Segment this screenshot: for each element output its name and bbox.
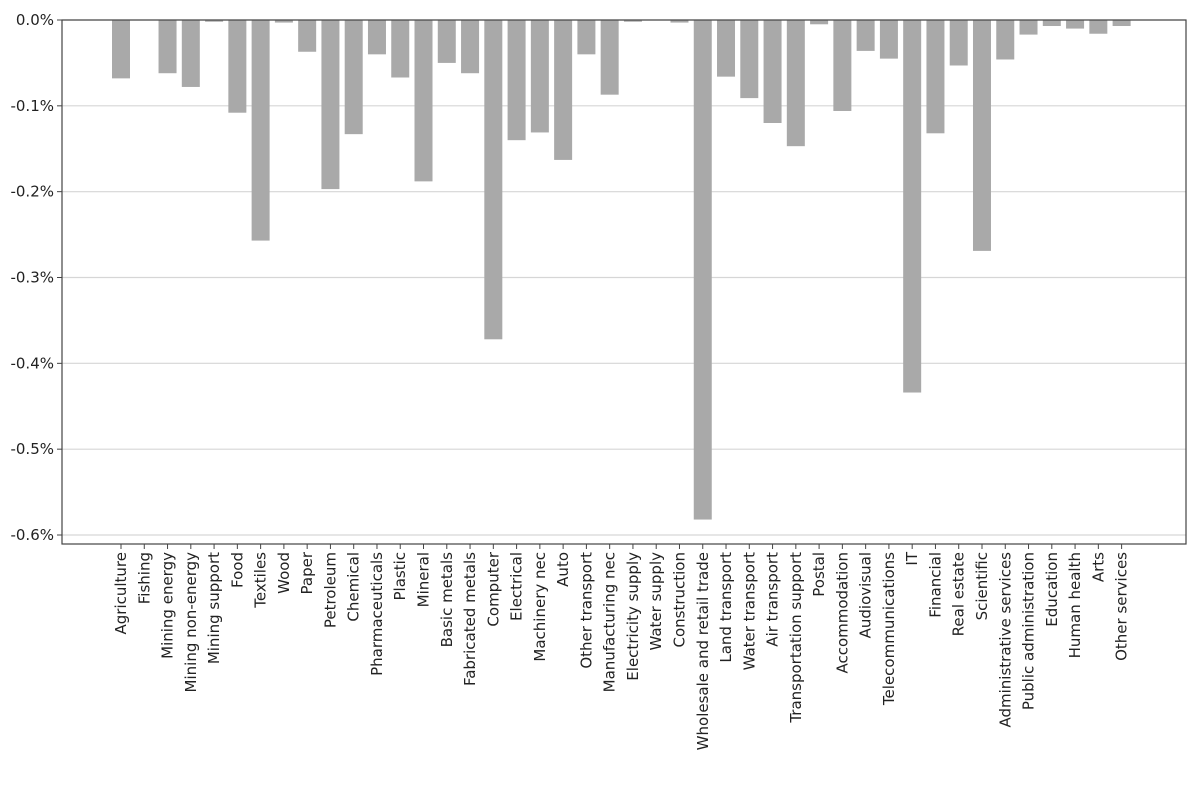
x-tick-label: Administrative services — [996, 552, 1014, 728]
bar — [437, 20, 456, 63]
bar — [740, 20, 759, 99]
bar — [717, 20, 736, 77]
bar — [181, 20, 200, 87]
x-tick-label: Water supply — [647, 552, 665, 651]
x-tick-label: Financial — [926, 552, 944, 618]
y-tick-label: -0.5% — [10, 440, 54, 458]
bar — [1112, 20, 1131, 27]
x-tick-label: Electricity supply — [624, 552, 642, 681]
x-tick-label: Public administration — [1020, 552, 1038, 710]
bar — [577, 20, 596, 55]
bar — [251, 20, 270, 241]
x-tick-label: Mining non-energy — [182, 552, 200, 693]
x-tick-label: Construction — [670, 552, 688, 648]
bar — [903, 20, 922, 393]
bar — [158, 20, 177, 74]
x-tick-label: Auto — [554, 552, 572, 587]
bar — [507, 20, 526, 141]
x-tick-label: Land transport — [717, 552, 735, 663]
x-tick-label: Mining support — [205, 552, 223, 664]
bar — [414, 20, 433, 182]
plot-frame — [61, 19, 1187, 545]
x-tick-label: Fabricated metals — [461, 552, 479, 686]
bar — [856, 20, 875, 51]
x-tick-label: Textiles — [252, 552, 270, 609]
bar — [810, 20, 829, 25]
bar — [1089, 20, 1108, 34]
x-tick-label: Machinery nec — [531, 552, 549, 662]
bar — [833, 20, 852, 111]
bar — [344, 20, 363, 135]
bar — [763, 20, 782, 123]
x-tick-label: Chemical — [345, 552, 363, 622]
x-tick-label: Computer — [484, 551, 502, 626]
bar — [112, 20, 130, 79]
x-tick-label: Wood — [275, 552, 293, 594]
bar — [530, 20, 549, 133]
x-tick-label: Arts — [1089, 552, 1107, 582]
bar — [693, 20, 712, 520]
y-tick-label: -0.2% — [10, 183, 54, 201]
bar — [554, 20, 573, 160]
bar — [623, 20, 642, 22]
x-tick-label: Education — [1043, 552, 1061, 627]
x-tick-label: Plastic — [391, 552, 409, 601]
x-tick-label: Petroleum — [321, 552, 339, 628]
x-tick-label: Other services — [1113, 552, 1131, 661]
x-tick-label: Paper — [298, 551, 316, 594]
x-tick-label: Agriculture — [112, 552, 130, 635]
bar — [274, 20, 293, 23]
y-tick-label: -0.3% — [10, 269, 54, 287]
x-tick-label: IT — [903, 551, 921, 565]
bar — [879, 20, 898, 59]
bar — [461, 20, 480, 74]
bar — [1042, 20, 1061, 27]
x-tick-label: Postal — [810, 552, 828, 597]
x-tick-label: Fishing — [135, 552, 153, 604]
x-tick-label: Water transport — [740, 552, 758, 671]
x-tick-label: Pharmaceuticals — [368, 552, 386, 676]
x-tick-label: Wholesale and retail trade — [694, 552, 712, 750]
bar — [1066, 20, 1085, 29]
y-axis-ticks: 0.0% -0.1% -0.2% -0.3% -0.4% -0.5% -0.6% — [10, 11, 62, 544]
x-tick-label: Real estate — [950, 552, 968, 636]
y-tick-label: -0.1% — [10, 97, 54, 115]
grid-lines — [62, 19, 1186, 536]
x-tick-label: Mineral — [415, 552, 433, 607]
x-tick-label: Transportation support — [787, 552, 805, 724]
x-tick-label: Mining energy — [159, 552, 177, 659]
bar — [996, 20, 1015, 60]
bar — [367, 20, 386, 55]
bar — [926, 20, 945, 134]
x-tick-label: Scientific — [973, 552, 991, 620]
x-tick-label: Basic metals — [438, 552, 456, 648]
x-tick-label: Other transport — [577, 552, 595, 669]
x-tick-label: Telecommunications — [880, 552, 898, 706]
bar — [321, 20, 340, 190]
x-tick-label: Manufacturing nec — [601, 552, 619, 692]
bar — [484, 20, 503, 340]
y-tick-label: -0.4% — [10, 354, 54, 372]
x-tick-label: Audiovisual — [857, 552, 875, 638]
x-axis-ticks: Agriculture Fishing Mining energy Mining no… — [112, 544, 1131, 750]
x-tick-label: Electrical — [508, 552, 526, 621]
x-tick-label: Human health — [1066, 552, 1084, 658]
x-tick-label: Accommodation — [833, 552, 851, 674]
bar — [1019, 20, 1038, 35]
bar — [670, 20, 689, 23]
bar — [391, 20, 410, 78]
bar — [298, 20, 317, 52]
y-tick-label: 0.0% — [16, 11, 54, 29]
x-tick-label: Air transport — [764, 552, 782, 647]
y-tick-label: -0.6% — [10, 526, 54, 544]
bar — [972, 20, 991, 251]
bar — [949, 20, 968, 66]
x-tick-label: Food — [228, 552, 246, 588]
bar — [786, 20, 805, 147]
bar — [600, 20, 619, 95]
bars — [112, 20, 1131, 520]
bar — [205, 20, 224, 22]
bar — [228, 20, 247, 113]
